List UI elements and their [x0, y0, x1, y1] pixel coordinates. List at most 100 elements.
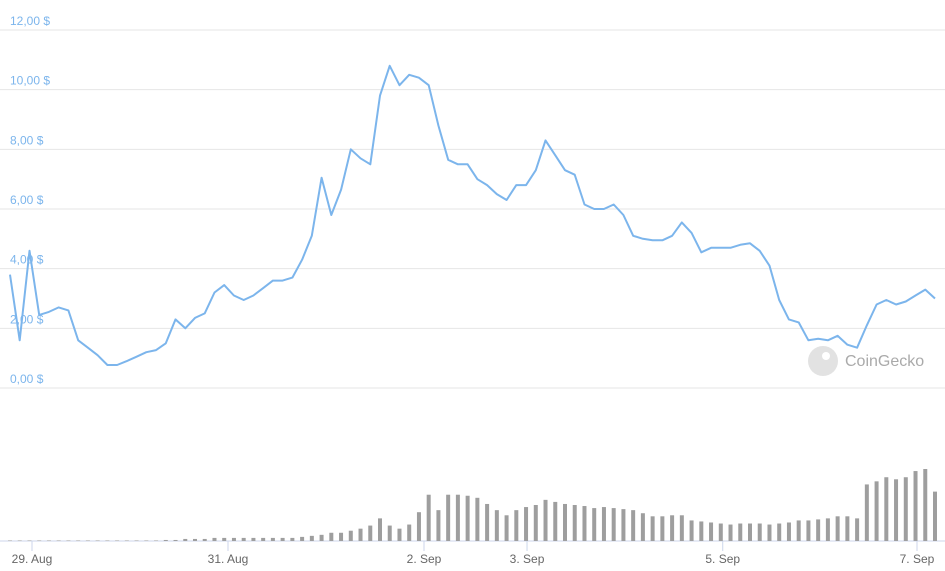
- volume-bar: [173, 539, 178, 541]
- volume-bar: [894, 479, 899, 541]
- volume-bar: [124, 540, 129, 541]
- volume-bar: [261, 537, 266, 541]
- volume-bar: [436, 510, 441, 541]
- volume-bar: [592, 508, 597, 541]
- volume-bar: [923, 469, 928, 541]
- volume-bar: [183, 538, 188, 541]
- volume-bar: [280, 537, 285, 541]
- volume-bar: [66, 540, 71, 541]
- volume-bar: [397, 528, 402, 541]
- volume-bar: [416, 512, 421, 541]
- y-tick-label: 6,00 $: [10, 193, 44, 207]
- volume-bar: [465, 495, 470, 541]
- volume-bar: [270, 537, 275, 541]
- x-tick-label: 29. Aug: [12, 552, 53, 566]
- volume-bar: [134, 540, 139, 541]
- volume-bar: [718, 523, 723, 541]
- watermark: CoinGecko: [808, 346, 924, 376]
- y-tick-label: 0,00 $: [10, 372, 44, 386]
- volume-bar: [339, 532, 344, 541]
- volume-bar: [251, 537, 256, 541]
- y-tick-label: 2,00 $: [10, 312, 44, 326]
- volume-bar: [699, 521, 704, 541]
- volume-bar: [777, 523, 782, 541]
- volume-bar: [816, 519, 821, 541]
- volume-bar: [563, 503, 567, 541]
- volume-bar: [378, 518, 382, 541]
- volume-bar: [874, 481, 879, 541]
- volume-bar: [37, 540, 42, 541]
- volume-bar: [621, 509, 626, 541]
- volume-bar: [309, 535, 314, 541]
- volume-bar: [241, 537, 246, 541]
- volume-bar: [300, 536, 305, 541]
- volume-bar: [212, 537, 217, 541]
- volume-bar: [709, 522, 714, 541]
- volume-bar: [85, 540, 90, 541]
- volume-bar: [864, 484, 869, 541]
- volume-bar: [553, 501, 558, 541]
- volume-bar: [514, 510, 519, 541]
- volume-bar: [933, 491, 937, 541]
- volume-bar: [368, 525, 373, 541]
- volume-bar: [572, 505, 577, 541]
- x-tick-label: 3. Sep: [510, 552, 545, 566]
- volume-bar: [222, 537, 227, 541]
- volume-bar: [76, 540, 81, 541]
- volume-bar: [319, 534, 324, 541]
- volume-bar: [689, 520, 694, 541]
- volume-bar: [455, 494, 460, 541]
- volume-bar: [46, 540, 51, 541]
- y-tick-label: 8,00 $: [10, 133, 44, 147]
- volume-bar: [738, 523, 743, 541]
- y-tick-label: 10,00 $: [10, 74, 50, 88]
- volume-bar: [884, 477, 889, 541]
- volume-bar: [485, 503, 490, 541]
- watermark-logo-eye: [822, 352, 830, 360]
- volume-bar: [835, 516, 840, 541]
- volume-bar: [670, 515, 675, 541]
- volume-bar: [543, 499, 548, 541]
- volume-bar: [601, 507, 606, 541]
- volume-bar: [329, 532, 334, 541]
- volume-bar: [56, 540, 61, 541]
- volume-bar: [154, 540, 159, 541]
- volume-bar: [426, 494, 431, 541]
- x-tick-label: 7. Sep: [900, 552, 935, 566]
- x-tick-label: 5. Sep: [705, 552, 740, 566]
- volume-bar: [193, 538, 197, 541]
- volume-bar: [611, 508, 616, 541]
- volume-bar: [533, 505, 538, 541]
- volume-bar: [105, 540, 110, 541]
- volume-bar: [95, 540, 100, 541]
- volume-bar: [387, 525, 392, 541]
- volume-bar: [290, 537, 295, 541]
- volume-bar: [8, 540, 12, 541]
- volume-bar: [631, 510, 636, 541]
- volume-bar: [115, 540, 120, 541]
- volume-bar: [407, 524, 412, 541]
- volume-bar: [748, 523, 752, 541]
- volume-bar: [17, 540, 22, 541]
- y-tick-label: 4,00 $: [10, 253, 44, 267]
- watermark-text: CoinGecko: [845, 353, 924, 370]
- volume-bar: [231, 537, 236, 541]
- volume-bar: [446, 494, 451, 541]
- volume-bar: [767, 524, 772, 541]
- y-tick-label: 12,00 $: [10, 14, 50, 28]
- volume-bar: [494, 510, 499, 541]
- volume-bar: [660, 516, 665, 541]
- volume-bar: [348, 530, 353, 541]
- watermark-logo: [808, 346, 838, 376]
- x-tick-label: 31. Aug: [208, 552, 249, 566]
- volume-bar: [796, 520, 801, 541]
- volume-bar: [202, 538, 207, 541]
- volume-bar: [825, 518, 830, 541]
- volume-bar: [163, 539, 168, 541]
- volume-bar: [913, 471, 918, 541]
- volume-bar: [504, 515, 509, 541]
- x-tick-label: 2. Sep: [407, 552, 442, 566]
- volume-bar: [144, 540, 149, 541]
